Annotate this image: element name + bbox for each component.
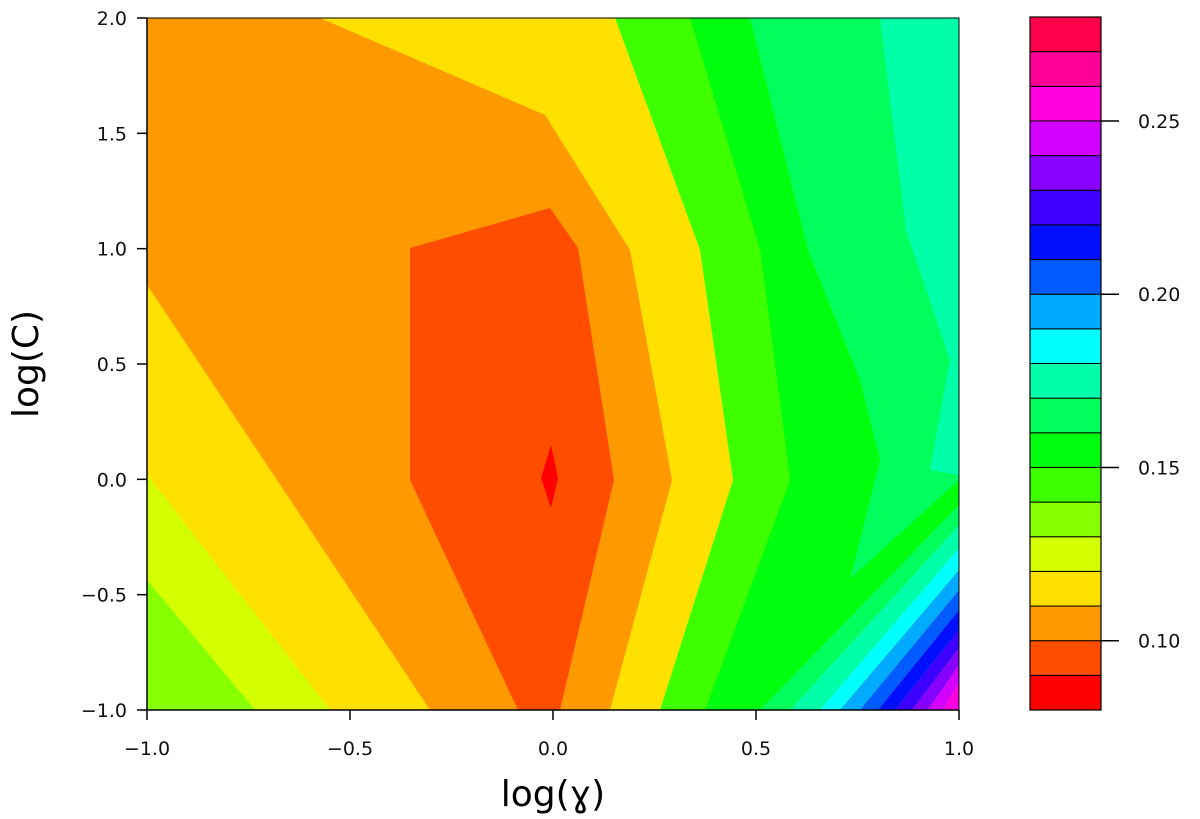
colorbar-swatch bbox=[1029, 466, 1102, 503]
colorbar-swatch bbox=[1029, 189, 1102, 226]
level-0.21-0.22-region bbox=[878, 610, 959, 710]
x-tick-label: −0.5 bbox=[327, 738, 373, 760]
colorbar-tick-label: 0.10 bbox=[1138, 631, 1180, 653]
y-axis-title: log(C) bbox=[6, 310, 47, 418]
x-tick-label: 0.5 bbox=[741, 738, 771, 760]
colorbar-swatch bbox=[1029, 536, 1102, 572]
colorbar-swatch bbox=[1029, 397, 1102, 434]
level-0.22-0.23-region bbox=[895, 630, 959, 710]
colorbar-swatch bbox=[1029, 155, 1102, 191]
colorbar-swatch bbox=[1029, 328, 1102, 365]
colorbar-swatch bbox=[1029, 85, 1102, 122]
colorbar-swatch bbox=[1029, 570, 1102, 607]
colorbar-swatch bbox=[1029, 605, 1102, 642]
level-0.18-0.19-region bbox=[820, 548, 959, 710]
level-0.09-0.10-region bbox=[410, 208, 614, 710]
level-0.17-0.18-region bbox=[880, 18, 959, 475]
colorbar-tick-label: 0.25 bbox=[1138, 111, 1180, 133]
colorbar-swatch bbox=[1029, 432, 1102, 468]
colorbar-ticks: 0.10 0.15 0.20 0.25 bbox=[1101, 111, 1180, 653]
x-ticks: −1.0 −0.5 0.0 0.5 1.0 bbox=[124, 710, 974, 760]
y-tick-label: −1.0 bbox=[81, 700, 127, 722]
level-0.25-0.26-region bbox=[943, 682, 959, 710]
x-tick-label: −1.0 bbox=[124, 738, 170, 760]
x-tick-label: 0.0 bbox=[538, 738, 568, 760]
colorbar bbox=[1029, 16, 1102, 711]
plot-area bbox=[147, 18, 959, 710]
y-tick-label: 2.0 bbox=[97, 8, 127, 30]
level-0.08-0.09-region bbox=[541, 445, 558, 508]
colorbar-tick-label: 0.15 bbox=[1138, 457, 1180, 479]
colorbar-swatch bbox=[1029, 259, 1102, 295]
level-0.16-0.17-region-lower bbox=[760, 505, 959, 710]
colorbar-swatch bbox=[1029, 16, 1102, 53]
y-tick-label: −0.5 bbox=[81, 585, 127, 607]
level-0.17-0.18-region-lower bbox=[790, 525, 959, 710]
y-ticks: −1.0 −0.5 0.0 0.5 1.0 1.5 2.0 bbox=[81, 8, 147, 722]
y-tick-label: 1.5 bbox=[97, 123, 127, 145]
colorbar-swatch bbox=[1029, 120, 1102, 157]
y-tick-label: 0.5 bbox=[97, 354, 127, 376]
level-0.14-0.15-region bbox=[615, 18, 790, 710]
y-tick-label: 0.0 bbox=[97, 469, 127, 491]
level-0.23-0.24-region bbox=[912, 648, 959, 710]
colorbar-swatch bbox=[1029, 640, 1102, 676]
level-0.13-0.14-region-lower-left bbox=[147, 580, 255, 710]
y-tick-label: 1.0 bbox=[97, 239, 127, 261]
x-tick-label: 1.0 bbox=[944, 738, 974, 760]
colorbar-swatch bbox=[1029, 363, 1102, 399]
colorbar-swatch bbox=[1029, 51, 1102, 87]
level-0.15-0.16-region bbox=[690, 18, 880, 710]
colorbar-swatch bbox=[1029, 674, 1102, 711]
level-0.24-0.25-region bbox=[928, 665, 959, 710]
level-0.12-0.13-region-lower-left bbox=[147, 475, 330, 710]
colorbar-swatch bbox=[1029, 224, 1102, 261]
colorbar-tick-label: 0.20 bbox=[1138, 284, 1180, 306]
colorbar-swatch bbox=[1029, 501, 1102, 538]
level-0.15-0.16-region-lower bbox=[705, 480, 959, 710]
level-0.11-0.12-region-lower-left bbox=[147, 285, 430, 710]
level-0.19-0.20-region bbox=[840, 570, 959, 710]
colorbar-frame bbox=[1029, 16, 1102, 711]
colorbar-swatch bbox=[1029, 293, 1102, 330]
x-axis-title: log(ɣ) bbox=[501, 774, 605, 815]
level-0.20-0.21-region bbox=[860, 590, 959, 710]
